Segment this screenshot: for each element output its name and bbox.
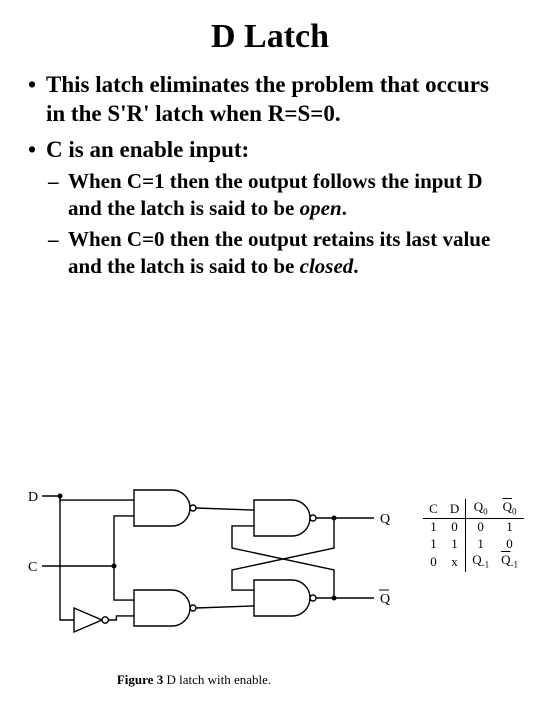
svg-text:D: D [28,490,38,505]
bullet-list: This latch eliminates the problem that o… [28,70,512,280]
sub1-c: . [342,196,347,220]
figure-area: D C Q Q CDQ0Q0 100111100xQ-1Q-1 Figure 3 D … [14,478,526,688]
bullet-2: C is an enable input: When C=1 then the … [46,135,512,280]
bullet-1: This latch eliminates the problem that o… [46,70,512,129]
sub-bullet-1: When C=1 then the output follows the inp… [68,168,512,222]
sub2-a: When C=0 then the output retains its las… [68,227,490,278]
sub1-a: When C=1 then the output follows the inp… [68,169,483,220]
sub-bullet-list: When C=1 then the output follows the inp… [46,168,512,280]
sub-bullet-2: When C=0 then the output retains its las… [68,226,512,280]
sub1-b: open [300,196,342,220]
svg-text:C: C [28,560,37,575]
truth-table: CDQ0Q0 100111100xQ-1Q-1 [423,499,524,572]
bullet-2-text: C is an enable input: [46,137,249,162]
figure-caption: Figure 3 D latch with enable. [14,672,374,688]
svg-text:Q: Q [380,512,390,527]
circuit-diagram: D C Q Q [14,478,394,658]
svg-text:Q: Q [380,592,390,607]
caption-bold: Figure 3 [117,672,163,687]
caption-rest: D latch with enable. [163,672,271,687]
sub2-b: closed [300,254,354,278]
sub2-c: . [353,254,358,278]
page-title: D Latch [28,18,512,56]
